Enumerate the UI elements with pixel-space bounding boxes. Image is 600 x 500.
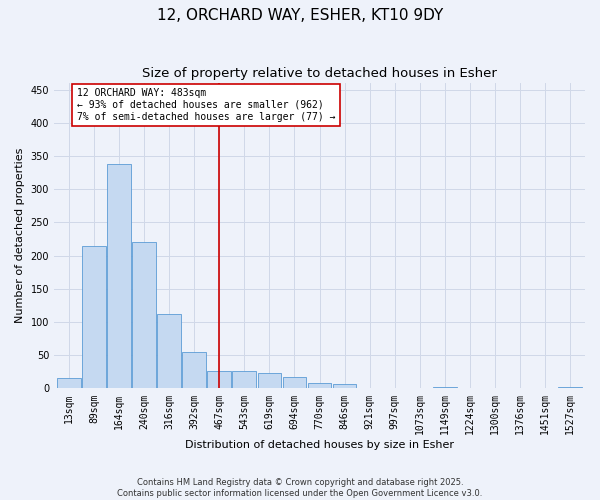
Bar	[57, 378, 81, 388]
Bar	[208, 371, 231, 388]
Bar	[308, 383, 331, 388]
X-axis label: Distribution of detached houses by size in Esher: Distribution of detached houses by size …	[185, 440, 454, 450]
Bar	[257, 372, 281, 388]
Bar	[133, 242, 156, 388]
Bar	[283, 376, 307, 388]
Bar	[107, 164, 131, 388]
Bar	[232, 371, 256, 388]
Bar	[558, 387, 582, 388]
Y-axis label: Number of detached properties: Number of detached properties	[15, 148, 25, 324]
Bar	[182, 352, 206, 389]
Bar	[433, 387, 457, 388]
Bar	[82, 246, 106, 388]
Title: Size of property relative to detached houses in Esher: Size of property relative to detached ho…	[142, 68, 497, 80]
Text: 12, ORCHARD WAY, ESHER, KT10 9DY: 12, ORCHARD WAY, ESHER, KT10 9DY	[157, 8, 443, 22]
Bar	[332, 384, 356, 388]
Text: 12 ORCHARD WAY: 483sqm
← 93% of detached houses are smaller (962)
7% of semi-det: 12 ORCHARD WAY: 483sqm ← 93% of detached…	[77, 88, 335, 122]
Text: Contains HM Land Registry data © Crown copyright and database right 2025.
Contai: Contains HM Land Registry data © Crown c…	[118, 478, 482, 498]
Bar	[157, 314, 181, 388]
